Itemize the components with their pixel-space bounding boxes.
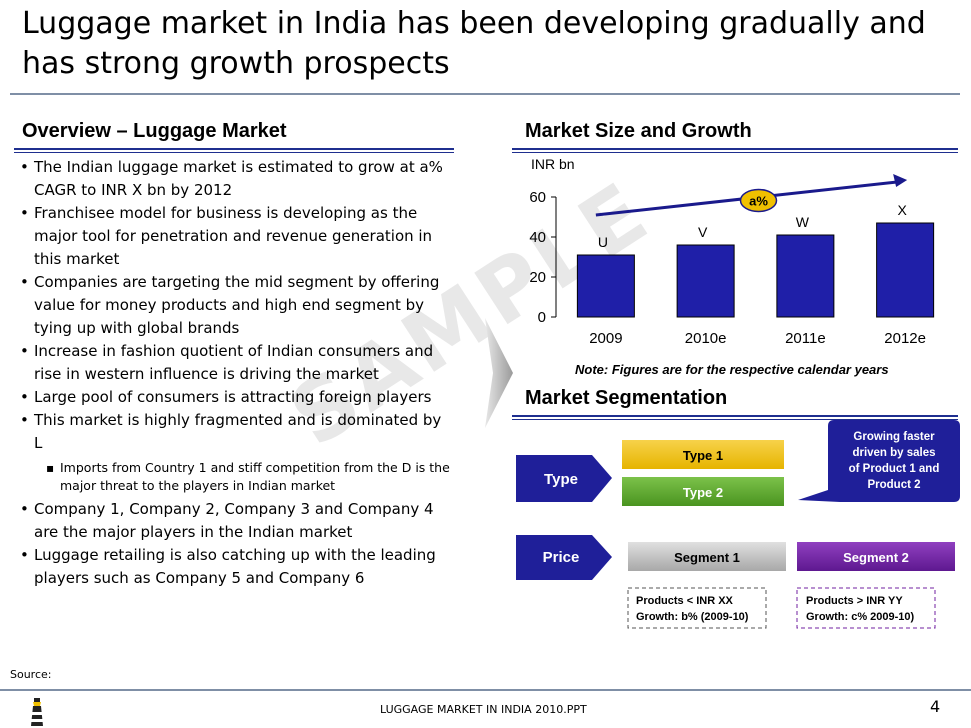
cagr-arrowhead-icon <box>893 174 908 187</box>
segment2-note-line1: Products > INR YY <box>806 595 903 607</box>
price-label: Price <box>543 549 580 566</box>
type2-box <box>622 477 784 506</box>
page-number: 4 <box>930 697 941 716</box>
market-size-chart: INR bn 0 20 40 60 U 2009 V 2010e W 2011e X 2012e a… <box>529 156 935 347</box>
segment1-note-line2: Growth: b% (2009-10) <box>636 611 749 623</box>
bar-2012e <box>876 222 935 318</box>
x-tick-label: 2012e <box>884 330 926 347</box>
callout-text: Growing faster driven by sales of Product … <box>849 431 940 491</box>
page-title: Luggage market in India has been develop… <box>22 6 926 81</box>
footer-divider <box>0 689 971 691</box>
bullet-item: Increase in fashion quotient of Indian c… <box>20 340 452 386</box>
bar-2010e <box>676 244 735 318</box>
price-arrow: Price <box>516 535 612 580</box>
x-tick-label: 2010e <box>685 330 727 347</box>
y-tick-label: 20 <box>529 269 546 286</box>
bullet-item: This market is highly fragmented and is … <box>20 409 452 455</box>
type2-label: Type 2 <box>683 485 723 500</box>
overview-divider <box>14 148 454 153</box>
type-label: Type <box>544 471 578 488</box>
bar-data-label: W <box>796 214 810 230</box>
y-tick-label: 40 <box>529 229 546 246</box>
cagr-label: a% <box>749 194 768 209</box>
market-size-heading: Market Size and Growth <box>525 120 752 142</box>
bullet-item: Large pool of consumers is attracting fo… <box>20 386 452 409</box>
bar-data-label: U <box>598 234 608 250</box>
chevron-arrow-icon <box>485 318 513 428</box>
cagr-badge <box>739 188 778 213</box>
segmentation-divider <box>512 415 958 420</box>
x-tick-label: 2009 <box>589 330 622 347</box>
bullet-item: The Indian luggage market is estimated t… <box>20 156 452 202</box>
segment2-note-box <box>796 587 936 629</box>
lighthouse-logo-icon <box>31 698 43 726</box>
segment2-note-line2: Growth: c% 2009-10) <box>806 611 915 623</box>
bullet-item: Companies are targeting the mid segment … <box>20 271 452 340</box>
market-size-divider <box>512 148 958 153</box>
bar-2011e <box>776 234 835 318</box>
bar-data-label: V <box>698 224 708 240</box>
overview-heading: Overview – Luggage Market <box>22 120 287 142</box>
segment1-note-line1: Products < INR XX <box>636 595 734 607</box>
segmentation-heading: Market Segmentation <box>525 387 728 409</box>
growth-callout: Growing faster driven by sales of Product … <box>798 420 960 502</box>
source-label: Source: <box>10 668 52 681</box>
bullet-item: Luggage retailing is also catching up wi… <box>20 544 452 590</box>
segment2-box <box>797 542 955 571</box>
chart-note: Note: Figures are for the respective cal… <box>575 362 889 377</box>
y-tick-label: 0 <box>538 309 546 326</box>
segmentation-diagram: Type Type 1 Type 2 Growing faster driven … <box>516 420 960 629</box>
bullet-item: Company 1, Company 2, Company 3 and Comp… <box>20 498 452 544</box>
overview-bullets: The Indian luggage market is estimated t… <box>20 156 452 590</box>
y-tick-label: 60 <box>529 189 546 206</box>
sub-bullet-item: Imports from Country 1 and stiff competi… <box>20 459 452 495</box>
bar-data-label: X <box>897 202 907 218</box>
bar-2009 <box>576 254 635 318</box>
footer-filename: LUGGAGE MARKET IN INDIA 2010.PPT <box>380 703 587 716</box>
type-arrow: Type <box>516 455 612 502</box>
segment1-note-box <box>627 587 767 629</box>
type1-label: Type 1 <box>683 448 723 463</box>
x-tick-label: 2011e <box>785 330 826 347</box>
segment2-label: Segment 2 <box>843 550 909 565</box>
y-axis-label: INR bn <box>531 156 575 172</box>
segment1-label: Segment 1 <box>674 550 740 565</box>
type1-box <box>622 440 784 469</box>
segment1-box <box>628 542 786 571</box>
title-divider <box>10 93 960 95</box>
bullet-item: Franchisee model for business is develop… <box>20 202 452 271</box>
